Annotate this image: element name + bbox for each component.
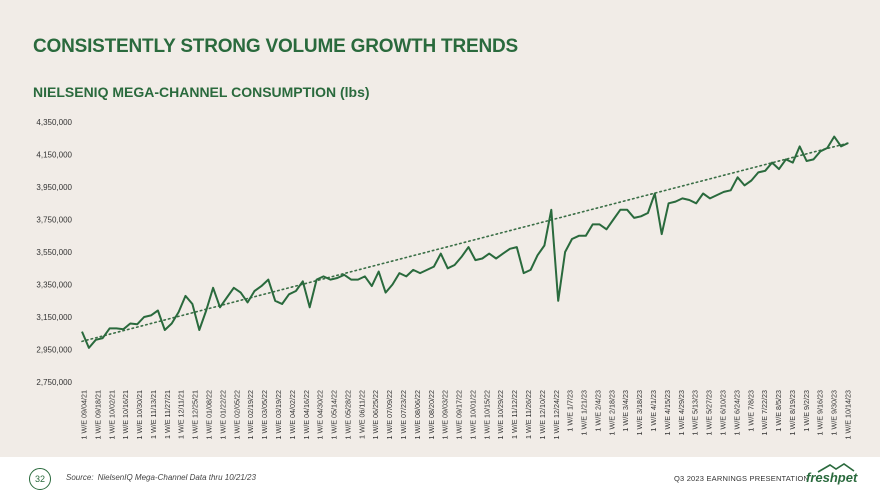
x-tick-label: 1 W/E 9/2/23 (802, 390, 811, 432)
x-tick-label: 1 W/E 11/27/21 (163, 390, 172, 439)
series-line-consumption (81, 135, 849, 349)
y-tick-label: 4,350,000 (36, 118, 72, 127)
x-tick-label: 1 W/E 07/09/22 (385, 390, 394, 440)
x-tick-label: 1 W/E 04/02/22 (288, 390, 297, 440)
x-tick-label: 1 W/E 09/03/22 (441, 390, 450, 440)
slide-title: CONSISTENTLY STRONG VOLUME GROWTH TRENDS (33, 36, 518, 57)
x-tick-label: 1 W/E 3/18/23 (635, 390, 644, 436)
x-tick-label: 1 W/E 07/23/22 (399, 390, 408, 440)
x-tick-label: 1 W/E 02/05/22 (232, 390, 241, 440)
x-tick-label: 1 W/E 6/10/23 (718, 390, 727, 436)
x-tick-label: 1 W/E 12/10/22 (538, 390, 547, 440)
x-tick-label: 1 W/E 8/5/23 (774, 390, 783, 432)
x-tick-label: 1 W/E 12/24/22 (552, 390, 561, 440)
x-tick-label: 1 W/E 2/18/23 (607, 390, 616, 436)
x-tick-label: 1 W/E 11/26/22 (524, 390, 533, 439)
consumption-line-chart: 2,750,000 2,950,000 3,150,000 3,350,000 3,55… (36, 118, 853, 440)
x-tick-label: 1 W/E 09/18/21 (93, 390, 102, 440)
x-tick-label: 1 W/E 9/16/23 (816, 390, 825, 436)
x-tick-label: 1 W/E 10/16/21 (121, 390, 130, 440)
y-tick-label: 2,950,000 (36, 346, 72, 355)
y-tick-label: 2,750,000 (36, 378, 72, 387)
page-number: 32 (29, 468, 51, 490)
x-tick-label: 1 W/E 08/06/22 (413, 390, 422, 440)
x-tick-label: 1 W/E 8/19/23 (788, 390, 797, 436)
x-tick-label: 1 W/E 05/14/22 (330, 390, 339, 440)
logo-text: freshpet (806, 470, 858, 485)
x-tick-label: 1 W/E 08/20/22 (427, 390, 436, 440)
x-tick-label: 1 W/E 04/16/22 (302, 390, 311, 440)
y-tick-label: 3,550,000 (36, 248, 72, 257)
trend-line (81, 142, 849, 343)
freshpet-logo: freshpet (806, 463, 866, 489)
x-tick-label: 1 W/E 4/15/23 (663, 390, 672, 436)
y-tick-label: 3,350,000 (36, 281, 72, 290)
x-tick-label: 1 W/E 6/24/23 (732, 390, 741, 436)
y-axis: 2,750,000 2,950,000 3,150,000 3,350,000 3,55… (36, 118, 72, 387)
x-tick-label: 1 W/E 10/14/23 (844, 390, 853, 440)
source-text: NielsenIQ Mega-Channel Data thru 10/21/2… (97, 473, 256, 482)
x-tick-label: 1 W/E 03/05/22 (260, 390, 269, 440)
y-tick-label: 3,950,000 (36, 183, 72, 192)
x-tick-label: 1 W/E 10/15/22 (482, 390, 491, 440)
x-tick-label: 1 W/E 3/4/23 (621, 390, 630, 432)
x-tick-label: 1 W/E 12/25/21 (191, 390, 200, 440)
presentation-label: Q3 2023 EARNINGS PRESENTATION (674, 474, 810, 483)
x-tick-label: 1 W/E 1/7/23 (566, 390, 575, 432)
x-tick-label: 1 W/E 7/8/23 (746, 390, 755, 432)
leaf-icon (817, 463, 855, 473)
y-tick-label: 3,150,000 (36, 313, 72, 322)
x-tick-label: 1 W/E 10/02/21 (107, 390, 116, 440)
x-tick-label: 1 W/E 5/13/23 (691, 390, 700, 436)
chart-title: NIELSENIQ MEGA-CHANNEL CONSUMPTION (lbs) (33, 84, 370, 100)
y-tick-label: 3,750,000 (36, 216, 72, 225)
x-tick-label: 1 W/E 04/30/22 (316, 390, 325, 440)
x-tick-label: 1 W/E 01/22/22 (218, 390, 227, 440)
x-tick-label: 1 W/E 5/27/23 (705, 390, 714, 436)
x-tick-label: 1 W/E 10/29/22 (496, 390, 505, 440)
x-tick-label: 1 W/E 11/12/22 (510, 390, 519, 439)
x-tick-label: 1 W/E 05/28/22 (343, 390, 352, 440)
x-axis: 1 W/E 09/04/21 1 W/E 09/18/21 1 W/E 10/02/… (80, 390, 853, 440)
y-tick-label: 4,150,000 (36, 151, 72, 160)
x-tick-label: 1 W/E 06/25/22 (371, 390, 380, 440)
x-tick-label: 1 W/E 4/29/23 (677, 390, 686, 436)
x-tick-label: 1 W/E 01/08/22 (205, 390, 214, 440)
x-tick-label: 1 W/E 4/1/23 (649, 390, 658, 432)
x-tick-label: 1 W/E 09/17/22 (455, 390, 464, 440)
x-tick-label: 1 W/E 2/4/23 (593, 390, 602, 432)
x-tick-label: 1 W/E 03/19/22 (274, 390, 283, 440)
footer: 32 Source: NielsenIQ Mega-Channel Data th… (0, 457, 880, 495)
x-tick-label: 1 W/E 10/30/21 (135, 390, 144, 440)
x-tick-label: 1 W/E 1/21/23 (580, 390, 589, 436)
x-tick-label: 1 W/E 09/04/21 (80, 390, 89, 440)
x-tick-label: 1 W/E 02/19/22 (246, 390, 255, 440)
x-tick-label: 1 W/E 10/01/22 (468, 390, 477, 440)
x-tick-label: 1 W/E 12/11/21 (177, 390, 186, 439)
x-tick-label: 1 W/E 9/30/23 (830, 390, 839, 436)
x-tick-label: 1 W/E 7/22/23 (760, 390, 769, 436)
source-label: Source: (66, 473, 94, 482)
source-note: Source: NielsenIQ Mega-Channel Data thru … (66, 473, 256, 482)
x-tick-label: 1 W/E 06/11/22 (357, 390, 366, 439)
x-tick-label: 1 W/E 11/13/21 (149, 390, 158, 439)
